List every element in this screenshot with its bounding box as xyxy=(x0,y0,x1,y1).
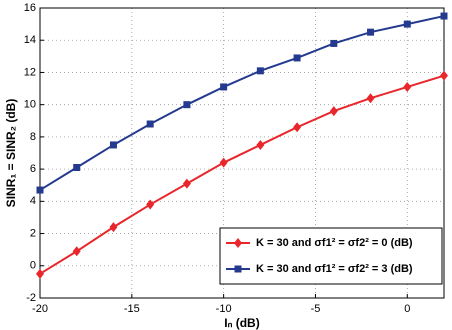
series-line xyxy=(39,74,445,275)
plot-frame xyxy=(39,7,445,299)
x-tick-label: -5 xyxy=(311,303,321,315)
x-axis-label: Iₙ (dB) xyxy=(224,316,259,330)
marker xyxy=(234,265,242,273)
y-tick-label: 0 xyxy=(30,260,36,272)
x-tick-label: -20 xyxy=(32,303,48,315)
marker xyxy=(293,54,301,62)
marker xyxy=(440,12,448,20)
marker xyxy=(36,268,44,279)
marker xyxy=(36,186,44,194)
marker xyxy=(256,67,264,75)
y-tick-label: 6 xyxy=(30,163,36,175)
marker xyxy=(109,141,117,149)
marker xyxy=(220,83,228,91)
marker xyxy=(403,81,412,92)
legend-label: K = 30 and σf1² = σf2² = 3 (dB) xyxy=(256,263,413,275)
x-tick-label: 0 xyxy=(404,303,410,315)
marker xyxy=(403,20,411,28)
y-tick-label: 14 xyxy=(24,34,36,46)
marker xyxy=(146,199,155,210)
marker xyxy=(330,39,338,47)
marker xyxy=(72,246,81,257)
marker xyxy=(182,178,191,189)
y-tick-label: 10 xyxy=(24,99,36,111)
marker xyxy=(219,157,228,168)
marker xyxy=(73,164,81,171)
y-tick-label: 2 xyxy=(30,227,36,239)
marker xyxy=(146,120,154,128)
y-tick-label: 12 xyxy=(24,66,36,78)
marker xyxy=(367,28,375,36)
x-tick-label: -10 xyxy=(216,303,232,315)
y-tick-label: 4 xyxy=(30,195,36,207)
marker xyxy=(366,93,375,104)
y-tick-label: 8 xyxy=(30,131,36,143)
series-line xyxy=(39,15,445,191)
marker xyxy=(256,139,265,150)
marker xyxy=(440,70,448,81)
y-axis-label: SINR₁ = SINR₂ (dB) xyxy=(4,99,18,208)
legend-box xyxy=(219,227,443,285)
y-tick-label: 16 xyxy=(24,2,36,14)
marker xyxy=(183,101,191,109)
marker xyxy=(293,122,302,133)
marker xyxy=(329,106,338,117)
x-tick-label: -15 xyxy=(124,303,140,315)
y-tick-label: -2 xyxy=(26,292,36,304)
marker xyxy=(234,238,242,248)
legend-label: K = 30 and σf1² = σf2² = 0 (dB) xyxy=(256,237,413,249)
marker xyxy=(109,222,118,233)
